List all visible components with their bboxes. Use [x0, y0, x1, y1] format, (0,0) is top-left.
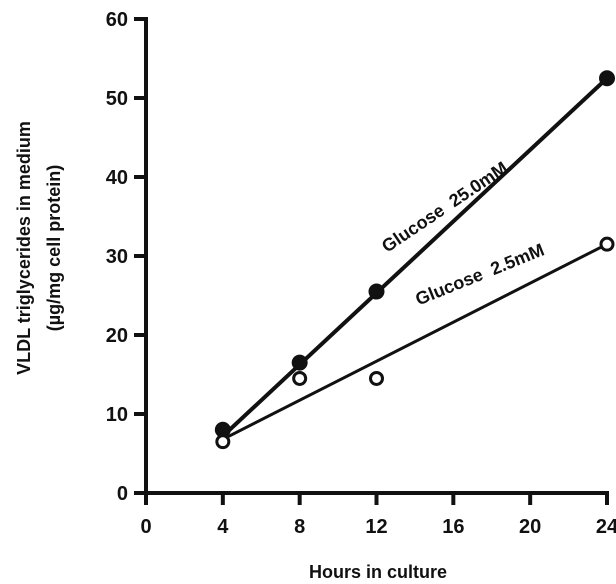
fit-lines-layer — [221, 76, 609, 441]
axes-layer: 0 10 20 30 40 50 60 0 4 8 12 16 20 24 — [106, 9, 616, 538]
data-point-glucose-2-5 — [599, 236, 615, 252]
y-tick-label: 0 — [117, 483, 128, 505]
fit-line-glucose-25 — [221, 76, 609, 438]
x-tick-label: 16 — [442, 516, 464, 538]
y-axis-subtitle: (µg/mg cell protein) — [44, 165, 64, 331]
series-label-glucose-2-5: Glucose 2.5mM — [412, 239, 547, 309]
points-layer — [214, 70, 615, 450]
x-tick-label: 8 — [294, 516, 305, 538]
fit-line-glucose-2-5 — [222, 242, 608, 441]
data-point-glucose-25 — [291, 354, 308, 371]
data-point-glucose-2-5 — [369, 370, 384, 386]
x-tick-label: 0 — [140, 516, 151, 538]
y-axis-title: VLDL triglycerides in medium — [14, 121, 34, 375]
data-point-glucose-25 — [368, 283, 385, 300]
data-point-glucose-2-5 — [215, 434, 231, 450]
data-point-glucose-25 — [599, 70, 615, 87]
y-tick-label: 60 — [106, 9, 128, 31]
labels-layer: Hours in culture VLDL triglycerides in me… — [14, 121, 547, 582]
x-tick-label: 12 — [365, 516, 387, 538]
y-tick-label: 50 — [106, 88, 128, 110]
y-tick-label: 40 — [106, 167, 128, 189]
y-tick-label: 20 — [106, 325, 128, 347]
series-label-glucose-25: Glucose 25.0mM — [378, 158, 511, 257]
data-point-glucose-2-5 — [292, 370, 308, 386]
x-tick-label: 4 — [217, 516, 229, 538]
y-tick-label: 30 — [106, 246, 128, 268]
x-tick-label: 20 — [519, 516, 541, 538]
x-tick-label: 24 — [596, 516, 616, 538]
x-axis-title: Hours in culture — [309, 562, 447, 582]
y-tick-label: 10 — [106, 404, 128, 426]
